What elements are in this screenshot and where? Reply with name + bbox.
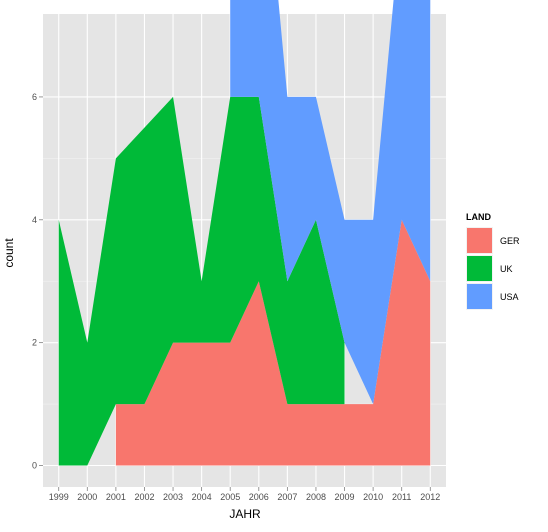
x-tick-label: 2010 xyxy=(363,492,383,502)
legend-label-uk: UK xyxy=(500,264,513,274)
x-tick-label: 2005 xyxy=(220,492,240,502)
x-tick-label: 2004 xyxy=(192,492,212,502)
legend: LAND GER UK USA xyxy=(466,212,520,310)
y-tick-label: 4 xyxy=(32,215,37,225)
x-tick-label: 2012 xyxy=(420,492,440,502)
x-tick-label: 2007 xyxy=(277,492,297,502)
legend-key-usa xyxy=(467,284,492,309)
legend-key-ger xyxy=(467,228,492,253)
x-tick-label: 2002 xyxy=(134,492,154,502)
legend-title: LAND xyxy=(466,212,491,222)
legend-key-uk xyxy=(467,256,492,281)
legend-label-ger: GER xyxy=(500,236,520,246)
y-tick-label: 0 xyxy=(32,461,37,471)
x-tick-label: 2008 xyxy=(306,492,326,502)
legend-label-usa: USA xyxy=(500,292,519,302)
x-tick-label: 2003 xyxy=(163,492,183,502)
x-tick-label: 2009 xyxy=(335,492,355,502)
y-tick-label: 2 xyxy=(32,338,37,348)
area-series xyxy=(58,0,431,466)
x-tick-label: 1999 xyxy=(49,492,69,502)
area-usa xyxy=(230,0,431,405)
x-axis-title: JAHR xyxy=(229,507,261,521)
y-axis-title: count xyxy=(2,238,16,268)
y-axis-ticks: 0 2 4 6 xyxy=(32,92,43,471)
x-tick-label: 2006 xyxy=(249,492,269,502)
x-tick-label: 2000 xyxy=(77,492,97,502)
x-tick-label: 2001 xyxy=(106,492,126,502)
x-tick-label: 2011 xyxy=(392,492,411,502)
y-tick-label: 6 xyxy=(32,92,37,102)
area-uk xyxy=(58,96,345,466)
x-axis-ticks: 1999 2000 2001 2002 2003 2004 2005 2006 2007 2008… xyxy=(49,487,440,502)
area-ger xyxy=(115,219,431,466)
